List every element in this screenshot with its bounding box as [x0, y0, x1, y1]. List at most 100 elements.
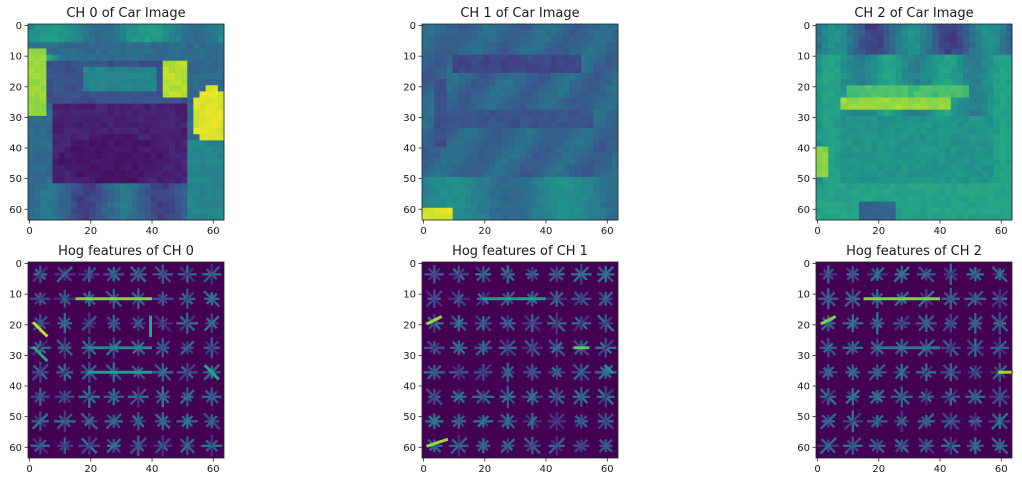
heatmap-cell	[599, 201, 607, 209]
heatmap-cell	[846, 152, 854, 160]
heatmap-cell	[532, 60, 539, 68]
heatmap-cell	[507, 30, 515, 37]
y-tick-label: 10	[797, 290, 810, 301]
heatmap-cell	[587, 189, 594, 196]
heatmap-cell	[70, 115, 78, 123]
heatmap-cell	[52, 201, 60, 209]
heatmap-cell	[101, 122, 109, 129]
heatmap-cell	[452, 189, 460, 196]
heatmap-cell	[428, 122, 435, 129]
heatmap-cell	[963, 103, 970, 111]
heatmap-cell	[520, 79, 527, 86]
heatmap-cell	[834, 195, 841, 203]
hog-stroke	[428, 342, 440, 354]
x-tick-label: 20	[478, 226, 491, 237]
heatmap-cell	[544, 30, 552, 37]
heatmap-cell	[538, 164, 545, 172]
heatmap-cell	[526, 60, 533, 68]
heatmap-cell	[871, 115, 878, 123]
heatmap-cell	[852, 177, 860, 184]
heatmap-cell	[446, 128, 454, 135]
heatmap-cell	[532, 171, 539, 178]
heatmap-cell	[101, 24, 109, 31]
heatmap-cell	[926, 146, 933, 154]
heatmap-cell	[569, 128, 576, 135]
heatmap-cell	[834, 97, 841, 105]
heatmap-cell	[471, 85, 478, 92]
heatmap-cell	[999, 128, 1007, 135]
heatmap-cell	[501, 128, 509, 135]
heatmap-cell	[562, 201, 570, 209]
heatmap-cell	[34, 24, 41, 31]
heatmap-cell	[538, 213, 545, 221]
heatmap-cell	[532, 54, 539, 62]
heatmap-cell	[95, 42, 102, 49]
heatmap-cell	[877, 164, 884, 172]
heatmap-cell	[489, 128, 496, 135]
heatmap-cell	[938, 42, 946, 49]
heatmap-cell	[858, 48, 866, 56]
heatmap-cell	[95, 177, 102, 184]
heatmap-cell	[569, 79, 576, 86]
heatmap-cell	[464, 48, 472, 56]
hog-stroke	[452, 341, 465, 354]
heatmap-cell	[483, 97, 490, 105]
heatmap-cell	[883, 201, 890, 209]
heatmap-cell	[464, 54, 472, 62]
heatmap-cell	[422, 134, 429, 141]
heatmap-cell	[956, 183, 964, 190]
heatmap-cell	[556, 152, 564, 160]
heatmap-cell	[901, 115, 909, 123]
heatmap-cell	[852, 201, 860, 209]
heatmap-cell	[520, 128, 527, 135]
heatmap-cell	[181, 195, 188, 203]
heatmap-cell	[834, 79, 841, 86]
heatmap-cell	[205, 201, 213, 209]
heatmap-cell	[611, 24, 619, 31]
heatmap-cell	[889, 128, 897, 135]
heatmap-cell	[489, 195, 496, 203]
heatmap-cell	[28, 140, 35, 147]
heatmap-cell	[569, 115, 576, 123]
heatmap-cell	[852, 115, 860, 123]
heatmap-cell	[64, 140, 72, 147]
heatmap-cell	[58, 24, 66, 31]
heatmap-cell	[205, 140, 213, 147]
heatmap-cell	[428, 91, 435, 98]
heatmap-cell	[907, 146, 915, 154]
heatmap-cell	[132, 201, 139, 209]
heatmap-cell	[440, 97, 447, 105]
heatmap-cell	[83, 73, 90, 80]
heatmap-cell	[981, 85, 988, 92]
heatmap-cell	[434, 195, 441, 203]
heatmap-cell	[77, 60, 84, 68]
heatmap-cell	[562, 128, 570, 135]
heatmap-cell	[113, 60, 121, 68]
heatmap-cell	[440, 189, 447, 196]
heatmap-cell	[150, 91, 158, 98]
heatmap-cell	[593, 134, 601, 141]
heatmap-cell	[550, 103, 558, 111]
heatmap-cell	[914, 30, 921, 37]
heatmap-cell	[58, 183, 66, 190]
heatmap-cell	[64, 207, 72, 215]
heatmap-cell	[587, 195, 594, 203]
heatmap-cell	[975, 152, 982, 160]
heatmap-cell	[458, 201, 466, 209]
heatmap-cell	[920, 164, 927, 172]
heatmap-cell	[58, 140, 66, 147]
heatmap-cell	[562, 115, 570, 123]
hog-stroke	[33, 439, 47, 453]
heatmap-cell	[489, 171, 496, 178]
heatmap-cell	[950, 183, 958, 190]
heatmap-cell	[858, 115, 866, 123]
heatmap-cell	[520, 36, 527, 43]
heatmap-cell	[150, 183, 158, 190]
heatmap-cell	[83, 48, 90, 56]
heatmap-cell	[581, 177, 588, 184]
y-tick-label: 0	[16, 259, 22, 270]
heatmap-cell	[162, 24, 170, 31]
heatmap-cell	[477, 183, 484, 190]
heatmap-cell	[64, 73, 72, 80]
heatmap-cell	[168, 140, 176, 147]
